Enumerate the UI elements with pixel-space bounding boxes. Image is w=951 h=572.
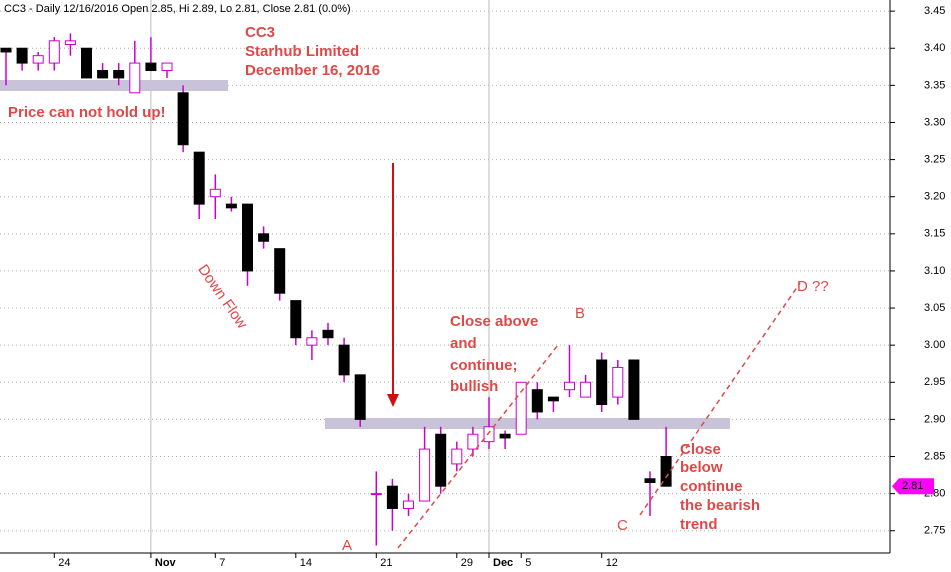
annotation: and [450, 335, 477, 352]
annotation: Close [680, 441, 721, 458]
y-tick-label: 2.85 [924, 450, 945, 462]
annotation: continue; [450, 357, 518, 374]
y-tick-label: 3.10 [924, 265, 945, 277]
candle-body [81, 47, 92, 79]
x-tick-label: 14 [300, 557, 312, 569]
y-tick-label: 3.20 [924, 191, 945, 203]
candle-body [0, 47, 12, 53]
annotation: B [575, 305, 585, 322]
last-price-marker [892, 478, 934, 495]
support-band [325, 418, 730, 429]
candle-body [403, 500, 414, 509]
annotation: Starhub Limited [245, 43, 359, 60]
y-tick-label: 2.75 [924, 525, 945, 537]
y-tick-label: 3.35 [924, 79, 945, 91]
annotation: CC3 [245, 24, 275, 41]
y-tick-label: 3.00 [924, 339, 945, 351]
candle-body [435, 433, 447, 487]
candle-body [564, 381, 575, 391]
x-tick-label: 24 [58, 557, 70, 569]
candle-body [451, 448, 463, 465]
x-tick-label: 12 [606, 557, 618, 569]
candle-body [370, 493, 382, 496]
y-tick-label: 2.95 [924, 376, 945, 388]
annotation: bullish [450, 378, 498, 395]
candle-body [660, 456, 672, 487]
x-tick-label: 5 [525, 557, 531, 569]
annotation: trend [680, 516, 718, 533]
header: CC3 - Daily 12/16/2016 Open 2.85, Hi 2.8… [4, 3, 351, 15]
candle-body [386, 485, 398, 509]
x-tick-label: Nov [155, 557, 177, 569]
candle-body [644, 478, 656, 483]
y-tick-label: 3.15 [924, 228, 945, 240]
candle-body [177, 92, 189, 146]
y-tick-label: 2.90 [924, 413, 945, 425]
candle-body [225, 203, 237, 209]
candle-body [97, 70, 109, 79]
candle-body [322, 329, 334, 339]
candle-body [48, 40, 60, 64]
candle-body [596, 359, 608, 406]
x-tick-label: 21 [380, 557, 392, 569]
candle-body [113, 70, 125, 79]
candle-body [193, 151, 205, 205]
candle-body [161, 62, 173, 72]
candle-body [547, 396, 559, 402]
candle-body [483, 426, 495, 443]
resistance-band [0, 80, 228, 91]
candle-body [515, 381, 527, 435]
y-tick-label: 3.45 [924, 5, 945, 17]
candle-body [258, 233, 270, 242]
x-tick-label: Dec [493, 557, 513, 569]
candle-body [531, 389, 543, 413]
annotation: A [342, 537, 352, 554]
last-price-label: 2.81 [902, 480, 923, 492]
annotation: Price can not hold up! [8, 104, 166, 121]
x-tick-label: 29 [461, 557, 473, 569]
candle-body [306, 337, 318, 346]
candles [0, 33, 672, 546]
y-tick-label: 3.25 [924, 153, 945, 165]
candle-body [419, 448, 431, 502]
annotation: C [617, 517, 628, 534]
y-tick-label: 3.40 [924, 42, 945, 54]
x-tick-label: 7 [219, 557, 225, 569]
annotation: December 16, 2016 [245, 62, 380, 79]
y-tick-label: 3.30 [924, 116, 945, 128]
candle-body [32, 55, 44, 64]
annotation: the bearish [680, 497, 760, 514]
candle-body [16, 47, 28, 64]
candle-body [338, 344, 350, 376]
candle-body [612, 366, 624, 398]
y-tick-label: 3.05 [924, 302, 945, 314]
candle-body [290, 300, 302, 339]
candle-body [64, 40, 76, 46]
annotation: D ?? [797, 278, 829, 295]
candle-body [354, 374, 366, 420]
candle-body [145, 62, 157, 72]
candle-body [580, 381, 592, 398]
candle-body [628, 359, 640, 420]
candle-body [209, 188, 221, 198]
arrow-head [387, 394, 399, 407]
candle-body [274, 248, 286, 294]
candle-body [129, 62, 141, 94]
candle-body [467, 433, 479, 450]
trend-line [397, 344, 559, 549]
candle-body [242, 203, 253, 272]
trend-line [639, 282, 801, 516]
annotation: Close above [450, 313, 538, 330]
candle-body [499, 433, 511, 439]
annotation: below [680, 459, 723, 476]
annotation: continue [680, 478, 743, 495]
